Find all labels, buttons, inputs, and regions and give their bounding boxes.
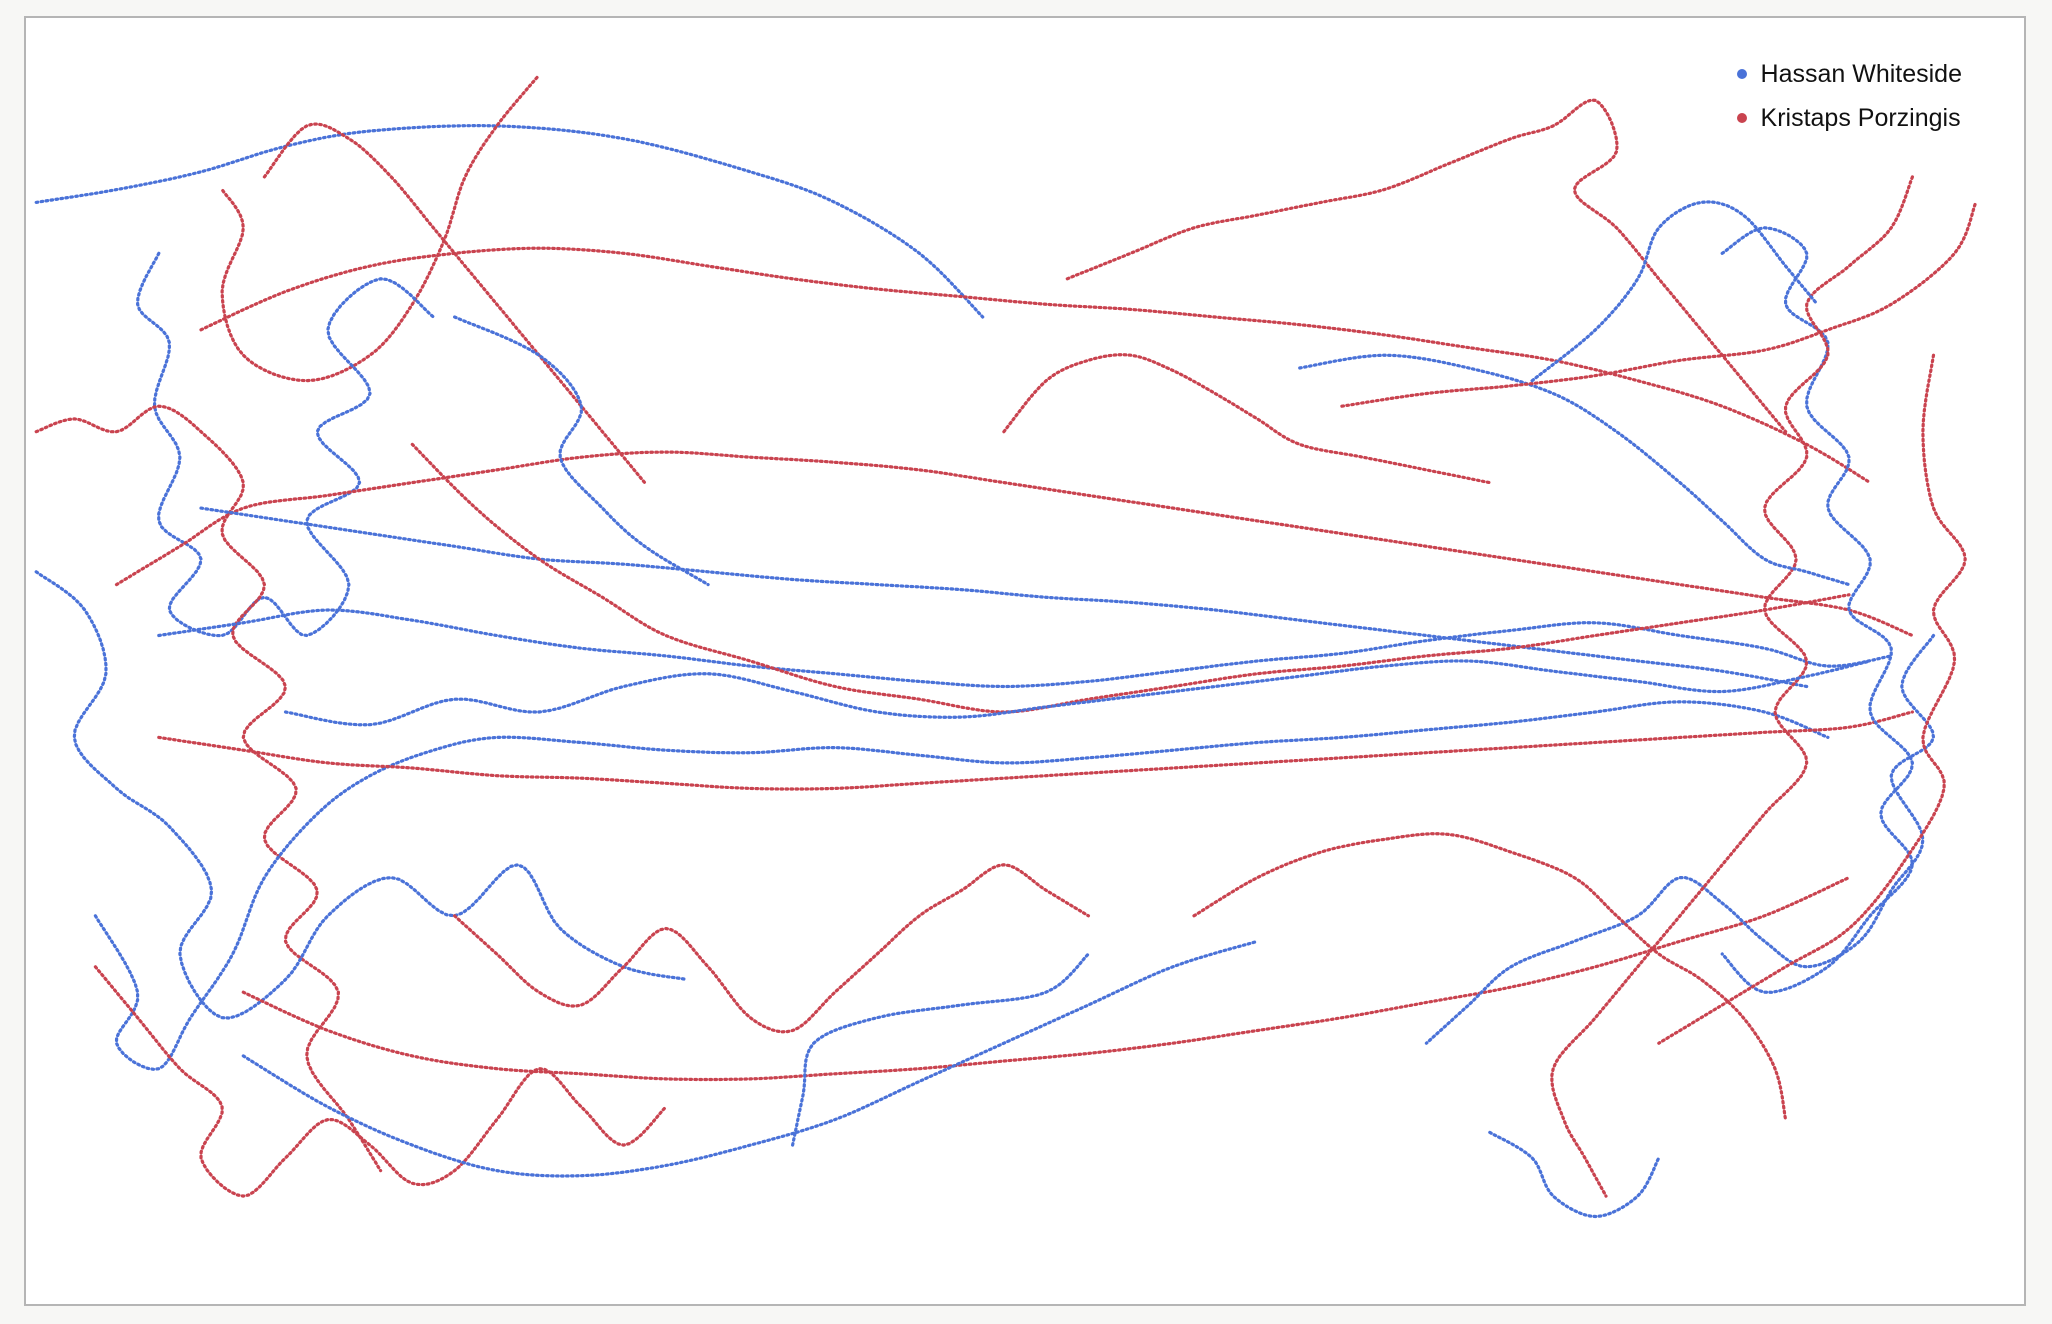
legend-marker-kristaps-porzingis: [1736, 113, 1747, 123]
legend-item-kristaps-porzingis[interactable]: Kristaps Porzingis: [1736, 96, 1962, 140]
legend: Hassan Whiteside Kristaps Porzingis: [1736, 52, 1962, 140]
legend-label: Hassan Whiteside: [1760, 59, 1962, 88]
trajectory-hassan-whiteside: [791, 952, 1090, 1147]
trajectory-hassan-whiteside: [283, 659, 1872, 727]
trajectory-kristaps-porzingis: [241, 876, 1851, 1082]
trajectory-hassan-whiteside: [453, 315, 710, 587]
trajectory-hassan-whiteside: [34, 570, 689, 1020]
plot-area: Hassan Whiteside Kristaps Porzingis: [24, 16, 2026, 1306]
trajectory-hassan-whiteside: [1424, 633, 1936, 1045]
legend-item-hassan-whiteside[interactable]: Hassan Whiteside: [1736, 52, 1962, 96]
trajectory-kristaps-porzingis: [1657, 353, 1967, 1045]
trajectory-hassan-whiteside: [1298, 353, 1851, 587]
trajectory-kristaps-porzingis: [34, 404, 383, 1173]
trajectory-hassan-whiteside: [199, 506, 1809, 689]
legend-marker-hassan-whiteside: [1736, 69, 1747, 79]
trajectory-kristaps-porzingis: [1340, 200, 1978, 408]
trajectory-hassan-whiteside: [1530, 200, 1819, 383]
trajectory-hassan-whiteside: [34, 123, 985, 319]
trajectory-kristaps-porzingis: [93, 965, 668, 1198]
trajectory-kristaps-porzingis: [220, 75, 539, 383]
trajectory-kristaps-porzingis: [1002, 353, 1492, 485]
trajectory-kristaps-porzingis: [262, 122, 647, 485]
trajectory-kristaps-porzingis: [1550, 175, 1914, 1198]
trajectory-hassan-whiteside: [241, 939, 1259, 1178]
trajectory-kristaps-porzingis: [453, 863, 1090, 1034]
series-layer: [34, 75, 1978, 1219]
trajectory-kristaps-porzingis: [114, 450, 1914, 638]
trajectory-hassan-whiteside: [157, 608, 1893, 689]
trajectory-kristaps-porzingis: [1192, 832, 1788, 1122]
trajectory-kristaps-porzingis: [410, 442, 1851, 714]
legend-label: Kristaps Porzingis: [1760, 103, 1961, 132]
trajectory-kristaps-porzingis: [199, 246, 1872, 485]
trajectory-kristaps-porzingis: [157, 710, 1914, 791]
trajectory-hassan-whiteside: [93, 700, 1830, 1071]
trajectory-plot: [34, 75, 1978, 1219]
trajectory-kristaps-porzingis: [1065, 98, 1788, 434]
trajectory-hassan-whiteside: [1720, 226, 1915, 994]
trajectory-hassan-whiteside: [1488, 1130, 1661, 1219]
trajectory-hassan-whiteside: [135, 251, 435, 638]
